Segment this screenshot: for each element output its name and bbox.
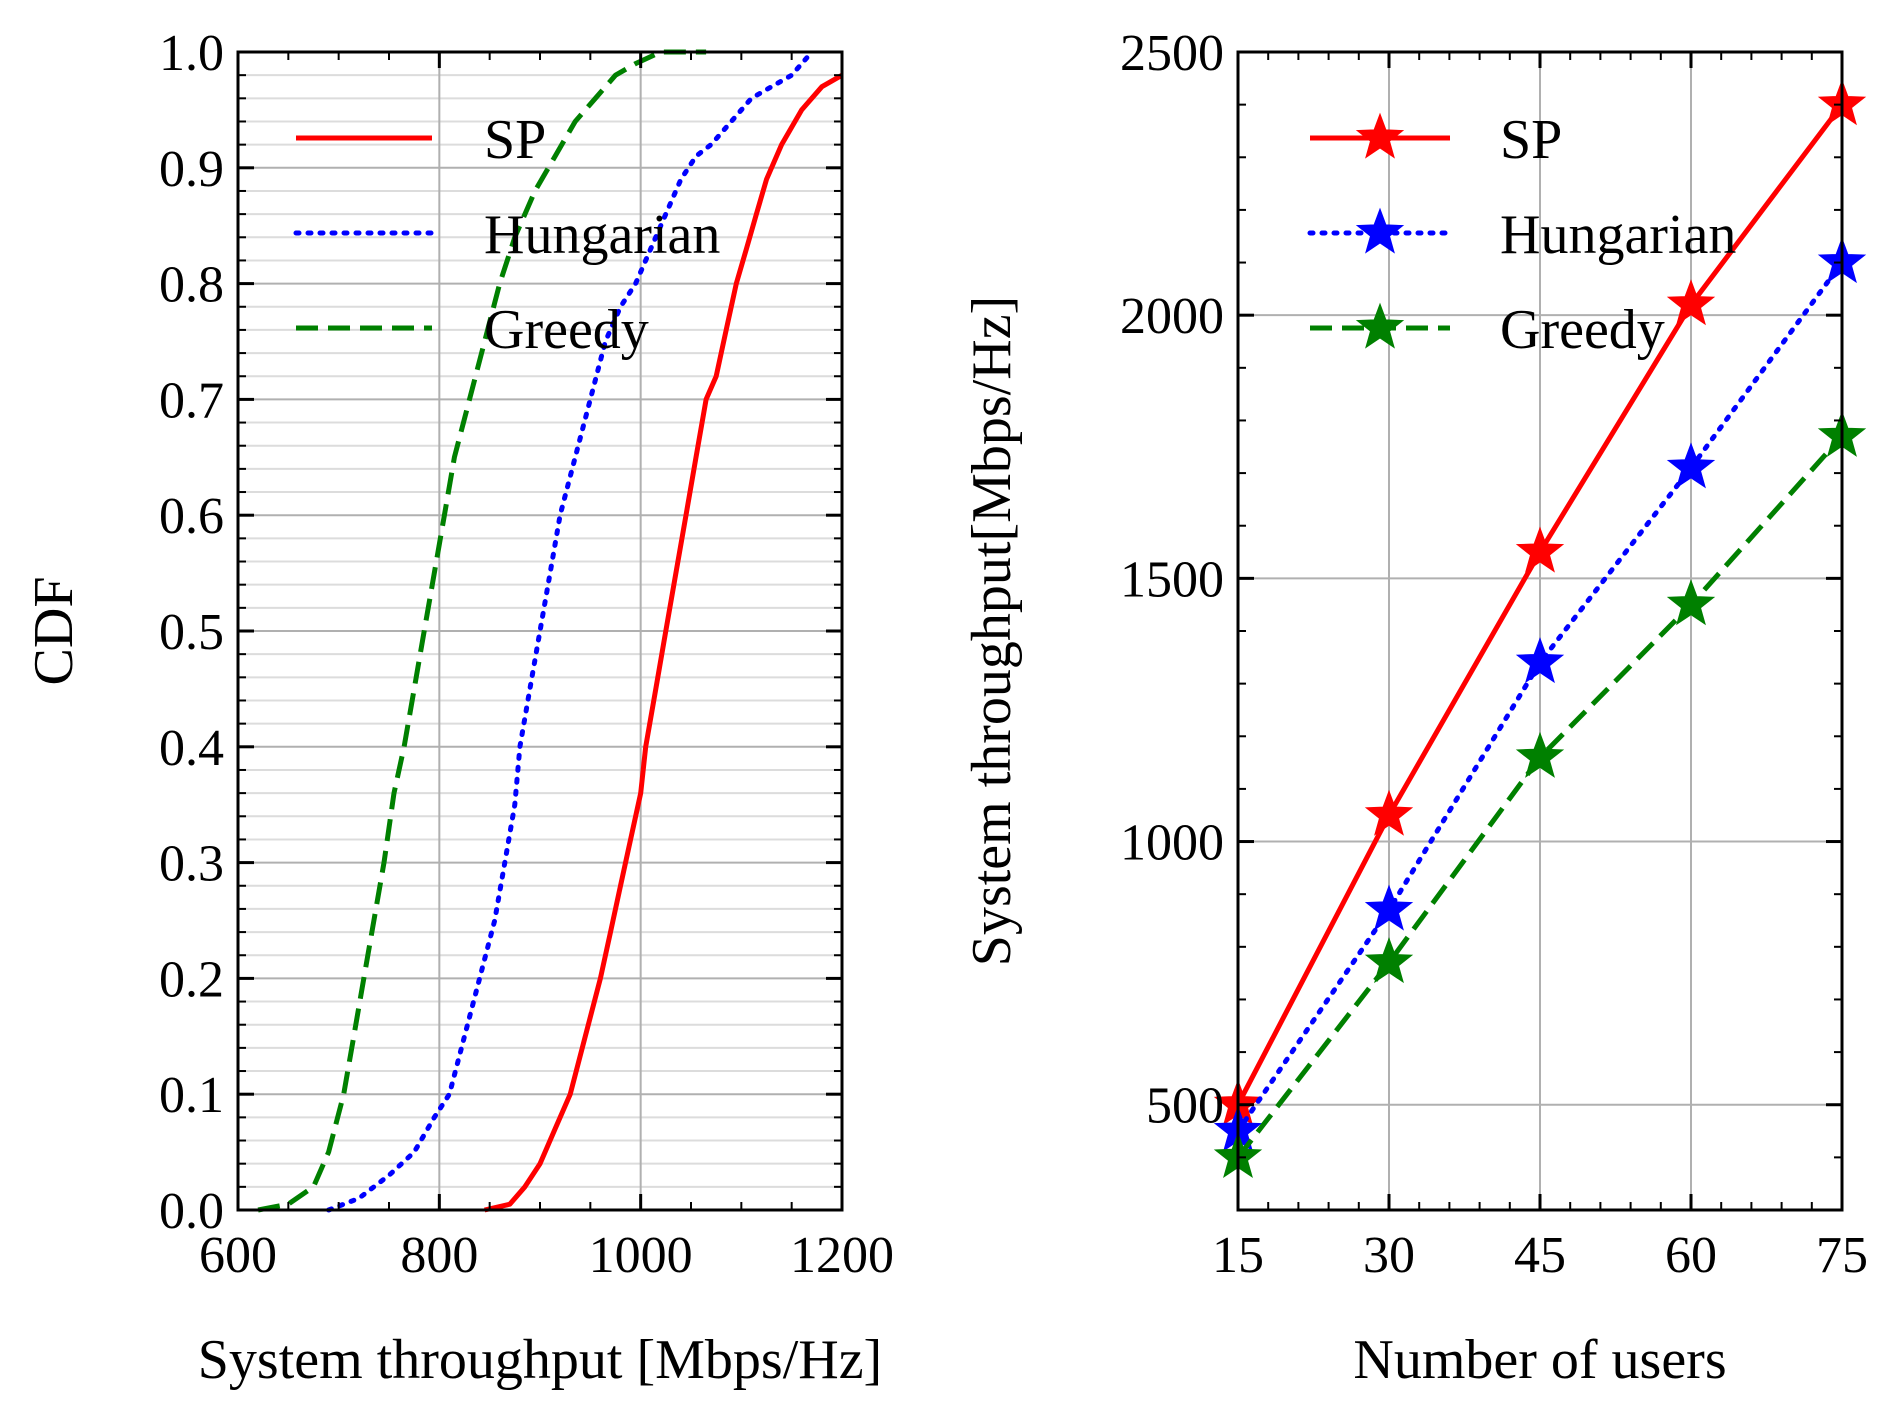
throughput-x-tick-label: 45 (1514, 1227, 1566, 1284)
throughput-x-tick-label: 15 (1212, 1227, 1264, 1284)
throughput-x-tick-label: 60 (1665, 1227, 1717, 1284)
throughput-y-tick-label: 2000 (1120, 288, 1224, 345)
cdf-y-tick-label: 0.3 (159, 836, 224, 893)
cdf-y-tick-label: 1.0 (159, 25, 224, 82)
cdf-x-axis-label: System throughput [Mbps/Hz] (198, 1329, 882, 1391)
cdf-x-tick-label: 800 (400, 1227, 478, 1284)
cdf-y-tick-label: 0.8 (159, 257, 224, 314)
cdf-legend-label-sp: SP (484, 109, 546, 171)
cdf-x-tick-label: 1000 (589, 1227, 693, 1284)
throughput-y-axis-label: System throughput[Mbps/Hz] (961, 296, 1023, 966)
throughput-legend-label-sp: SP (1500, 109, 1562, 171)
throughput-legend-label-hungarian: Hungarian (1500, 204, 1736, 266)
throughput-y-tick-label: 1000 (1120, 815, 1224, 872)
cdf-y-tick-label: 0.7 (159, 372, 224, 429)
cdf-y-tick-label: 0.1 (159, 1067, 224, 1124)
throughput-x-tick-label: 75 (1816, 1227, 1868, 1284)
throughput-y-tick-label: 500 (1146, 1078, 1224, 1135)
cdf-legend-label-hungarian: Hungarian (484, 204, 720, 266)
throughput-legend-label-greedy: Greedy (1500, 299, 1665, 361)
throughput-y-tick-label: 1500 (1120, 551, 1224, 608)
cdf-y-tick-label: 0.6 (159, 488, 224, 545)
throughput-x-axis-label: Number of users (1353, 1329, 1726, 1391)
throughput-y-tick-label: 2500 (1120, 25, 1224, 82)
cdf-y-tick-label: 0.2 (159, 951, 224, 1008)
cdf-legend-label-greedy: Greedy (484, 299, 649, 361)
cdf-y-axis-label: CDF (23, 577, 85, 686)
cdf-x-tick-label: 1200 (790, 1227, 894, 1284)
cdf-y-tick-label: 0.4 (159, 720, 224, 777)
cdf-y-tick-label: 0.5 (159, 604, 224, 661)
cdf-y-tick-label: 0.0 (159, 1183, 224, 1240)
throughput-x-tick-label: 30 (1363, 1227, 1415, 1284)
cdf-y-tick-label: 0.9 (159, 141, 224, 198)
